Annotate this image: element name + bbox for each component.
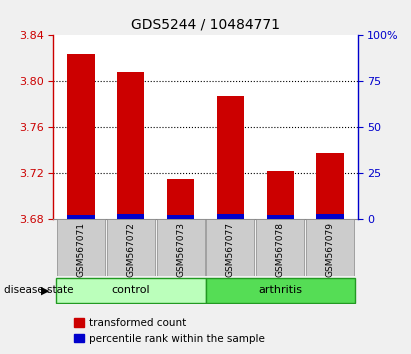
Bar <box>267 171 294 219</box>
Text: GSM567079: GSM567079 <box>326 222 335 277</box>
Bar <box>167 179 194 219</box>
Legend: transformed count, percentile rank within the sample: transformed count, percentile rank withi… <box>74 318 266 344</box>
Bar <box>217 214 244 219</box>
Text: GSM567077: GSM567077 <box>226 222 235 277</box>
Bar <box>117 214 144 219</box>
Bar <box>316 214 344 219</box>
Bar <box>267 215 294 219</box>
Text: GSM567071: GSM567071 <box>76 222 85 277</box>
Bar <box>167 215 194 219</box>
Text: GSM567078: GSM567078 <box>276 222 285 277</box>
Bar <box>316 153 344 219</box>
Bar <box>56 278 206 303</box>
Bar <box>57 219 105 276</box>
Text: control: control <box>111 285 150 295</box>
Text: arthritis: arthritis <box>258 285 302 295</box>
Bar <box>206 219 254 276</box>
Text: disease state: disease state <box>4 285 74 295</box>
Bar <box>117 72 144 219</box>
Text: ▶: ▶ <box>41 285 49 295</box>
Bar <box>107 219 155 276</box>
Bar <box>67 54 95 219</box>
Text: GSM567073: GSM567073 <box>176 222 185 277</box>
Bar <box>217 96 244 219</box>
Bar <box>306 219 354 276</box>
Title: GDS5244 / 10484771: GDS5244 / 10484771 <box>131 17 280 32</box>
Bar <box>157 219 205 276</box>
Text: GSM567072: GSM567072 <box>126 222 135 277</box>
Bar <box>206 278 355 303</box>
Bar <box>256 219 304 276</box>
Bar <box>67 215 95 219</box>
